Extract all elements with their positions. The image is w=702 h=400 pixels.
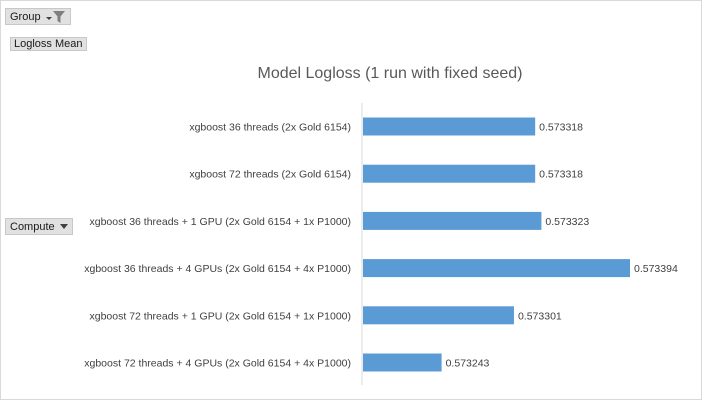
category-label: xgboost 36 threads (2x Gold 6154) <box>189 122 351 134</box>
chart-title: Model Logloss (1 run with fixed seed) <box>257 65 523 82</box>
value-label: 0.573243 <box>446 358 490 370</box>
category-label: xgboost 72 threads (2x Gold 6154) <box>189 169 351 181</box>
value-field-label: Logloss Mean <box>14 38 83 50</box>
group-field-label: Group <box>10 10 41 23</box>
bar[interactable] <box>363 259 630 278</box>
category-label: xgboost 72 threads + 1 GPU (2x Gold 6154… <box>90 310 352 322</box>
group-field-button[interactable]: Group <box>5 8 71 25</box>
category-label: xgboost 36 threads + 4 GPUs (2x Gold 615… <box>84 263 351 275</box>
value-label: 0.573394 <box>634 263 678 275</box>
bar[interactable] <box>363 164 536 183</box>
value-label: 0.573323 <box>545 216 589 228</box>
value-field-button[interactable]: Logloss Mean <box>10 37 87 51</box>
bar[interactable] <box>363 306 514 325</box>
compute-field-button[interactable]: Compute <box>5 218 73 235</box>
bar[interactable] <box>363 211 542 230</box>
bar[interactable] <box>363 117 536 136</box>
bar[interactable] <box>363 353 442 372</box>
filter-dropdown-icon <box>45 10 66 24</box>
compute-field-label: Compute <box>10 220 55 233</box>
category-label: xgboost 72 threads + 4 GPUs (2x Gold 615… <box>84 358 351 370</box>
category-label: xgboost 36 threads + 1 GPU (2x Gold 6154… <box>90 216 352 228</box>
dropdown-arrow-icon <box>59 224 68 229</box>
value-label: 0.573318 <box>539 169 583 181</box>
value-label: 0.573318 <box>539 122 583 134</box>
value-label: 0.573301 <box>518 310 562 322</box>
